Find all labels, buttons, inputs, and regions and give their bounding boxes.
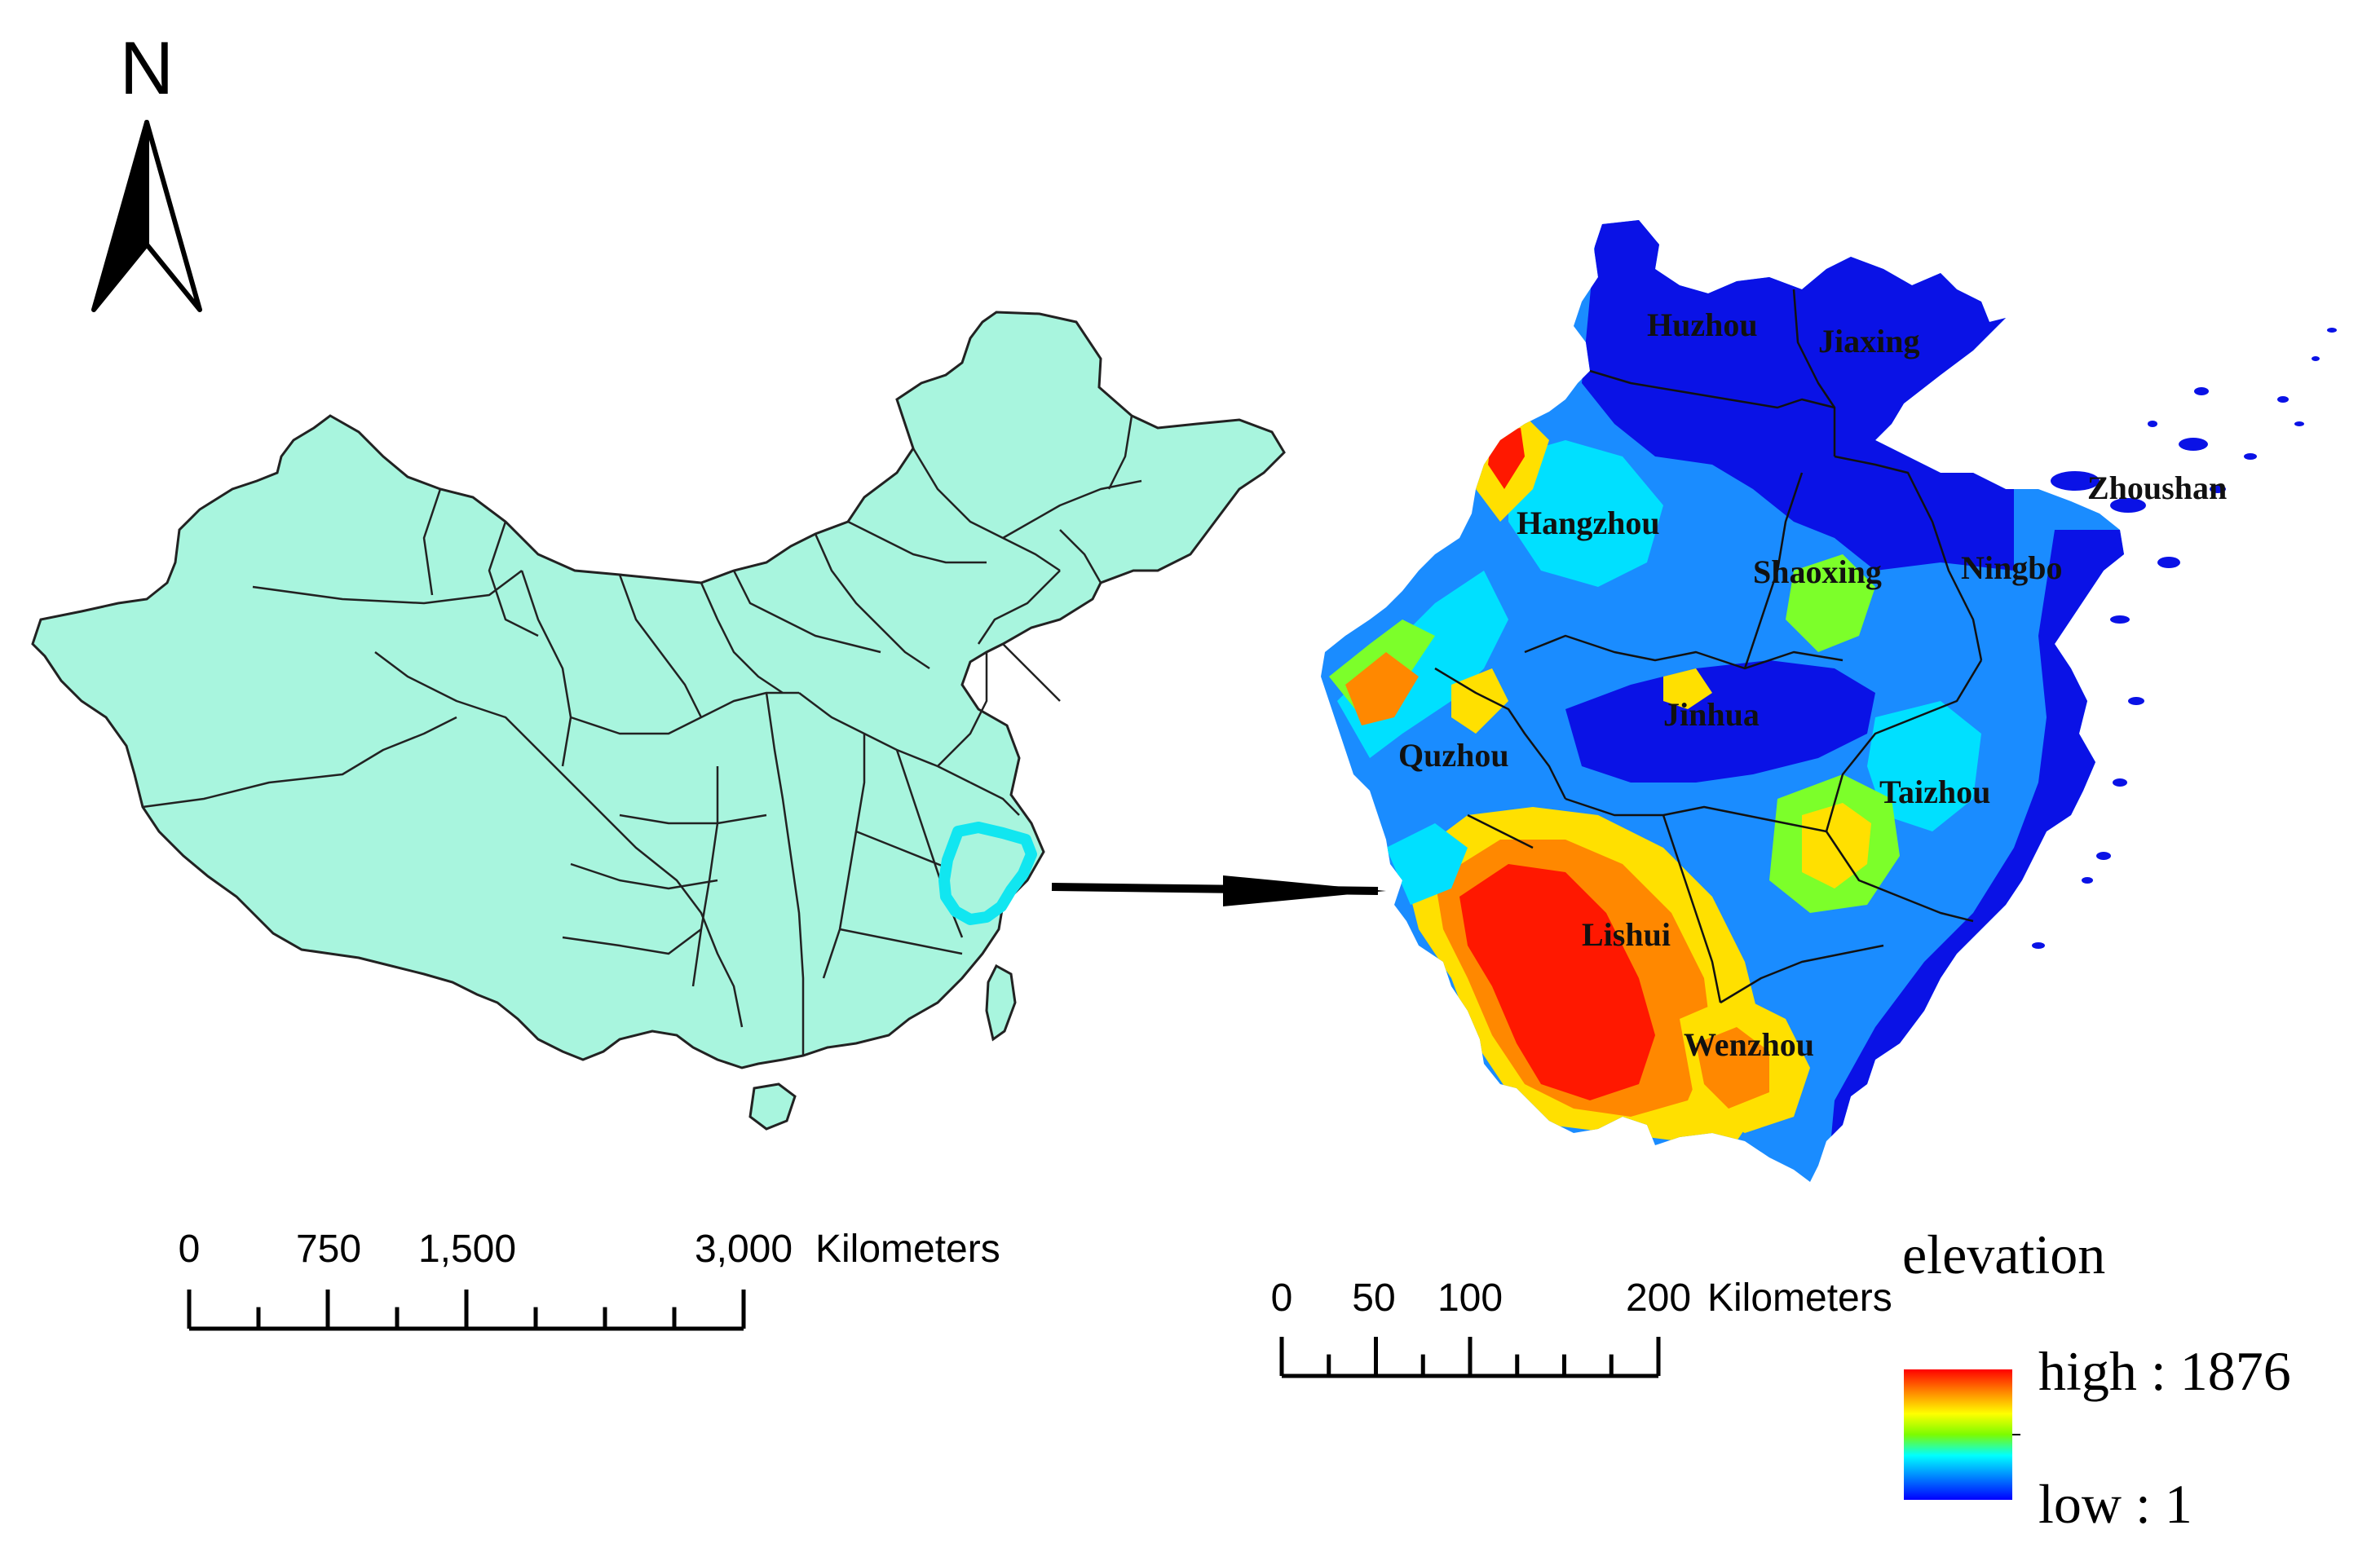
china-scale-unit: Kilometers (815, 1228, 1000, 1271)
city-label-jinhua: Jinhua (1663, 696, 1760, 733)
zhejiang-scale-label-200: 200 (1626, 1276, 1691, 1320)
city-label-wenzhou: Wenzhou (1684, 1026, 1814, 1063)
zhejiang-elevation-map: Huzhou Jiaxing Zhoushan Hangzhou Shaoxin… (1321, 220, 2337, 1182)
china-scale-ticks (187, 1290, 746, 1331)
elevation-zone-high-west2 (1451, 668, 1508, 734)
legend-color-ramp (1904, 1369, 2012, 1500)
zhejiang-city-boundaries (1434, 289, 1983, 1004)
north-arrow-icon (91, 120, 202, 312)
china-outline (31, 311, 1286, 1069)
china-scale-label-750: 750 (296, 1228, 361, 1271)
city-label-hangzhou: Hangzhou (1517, 505, 1660, 541)
city-label-ningbo: Ningbo (1961, 549, 2063, 586)
zhejiang-scale-unit: Kilometers (1707, 1276, 1892, 1320)
north-arrow-label: N (120, 27, 174, 110)
city-label-taizhou: Taizhou (1879, 774, 1990, 810)
china-scale-label-3000: 3,000 (695, 1228, 793, 1271)
elevation-zone-high-west (1345, 652, 1419, 725)
legend-title: elevation (1902, 1224, 2105, 1285)
elevation-zone-high-southeast-core (1696, 1027, 1769, 1109)
zhoushan-islands (2032, 328, 2337, 949)
elevation-zone-midhigh-ridge (1786, 554, 1875, 652)
china-scale-label-1500: 1,500 (418, 1228, 516, 1271)
city-label-jiaxing: Jiaxing (1818, 323, 1919, 359)
china-province-boundaries (142, 415, 1142, 1056)
city-label-quzhou: Quzhou (1398, 737, 1509, 774)
elevation-zone-low-east (1826, 530, 2124, 1182)
china-map (31, 311, 1286, 1131)
city-label-lishui: Lishui (1582, 916, 1671, 953)
pointer-arrow (1051, 875, 1386, 906)
city-labels: Huzhou Jiaxing Zhoushan Hangzhou Shaoxin… (1398, 306, 2227, 1063)
north-arrow: N (91, 27, 202, 312)
city-label-huzhou: Huzhou (1647, 306, 1758, 343)
elevation-raster (1329, 220, 2124, 1182)
elevation-zone-high-central (1663, 668, 1712, 709)
elevation-zone-jinhua-basin (1565, 660, 1875, 783)
elevation-zone-high-south-core (1459, 864, 1655, 1100)
elevation-zone-mid-north (1508, 440, 1663, 587)
china-scale-bar: 0 750 1,500 3,000 Kilometers (179, 1228, 1000, 1331)
city-label-zhoushan: Zhoushan (2087, 470, 2227, 506)
zhejiang-scale-label-0: 0 (1271, 1276, 1293, 1320)
city-label-shaoxing: Shaoxing (1753, 553, 1882, 590)
hainan-island (748, 1082, 797, 1131)
zhejiang-scale-label-100: 100 (1437, 1276, 1503, 1320)
elevation-zone-mid-southwest (1386, 823, 1468, 905)
zhejiang-highlight (938, 822, 1037, 925)
legend-low-label: low : 1 (2038, 1473, 2192, 1535)
zhejiang-scale-ticks (1279, 1337, 1661, 1378)
elevation-zone-low-north (1582, 220, 2014, 571)
elevation-legend: elevation high : 1876 low : 1 (1902, 1224, 2291, 1535)
legend-high-label: high : 1876 (2038, 1340, 2291, 1402)
china-scale-label-0: 0 (179, 1228, 201, 1271)
taiwan-island (985, 963, 1017, 1042)
zhejiang-scale-label-50: 50 (1352, 1276, 1395, 1320)
zhejiang-scale-bar: 0 50 100 200 Kilometers (1271, 1276, 1892, 1378)
elevation-zone-mid-east (1867, 701, 1981, 831)
